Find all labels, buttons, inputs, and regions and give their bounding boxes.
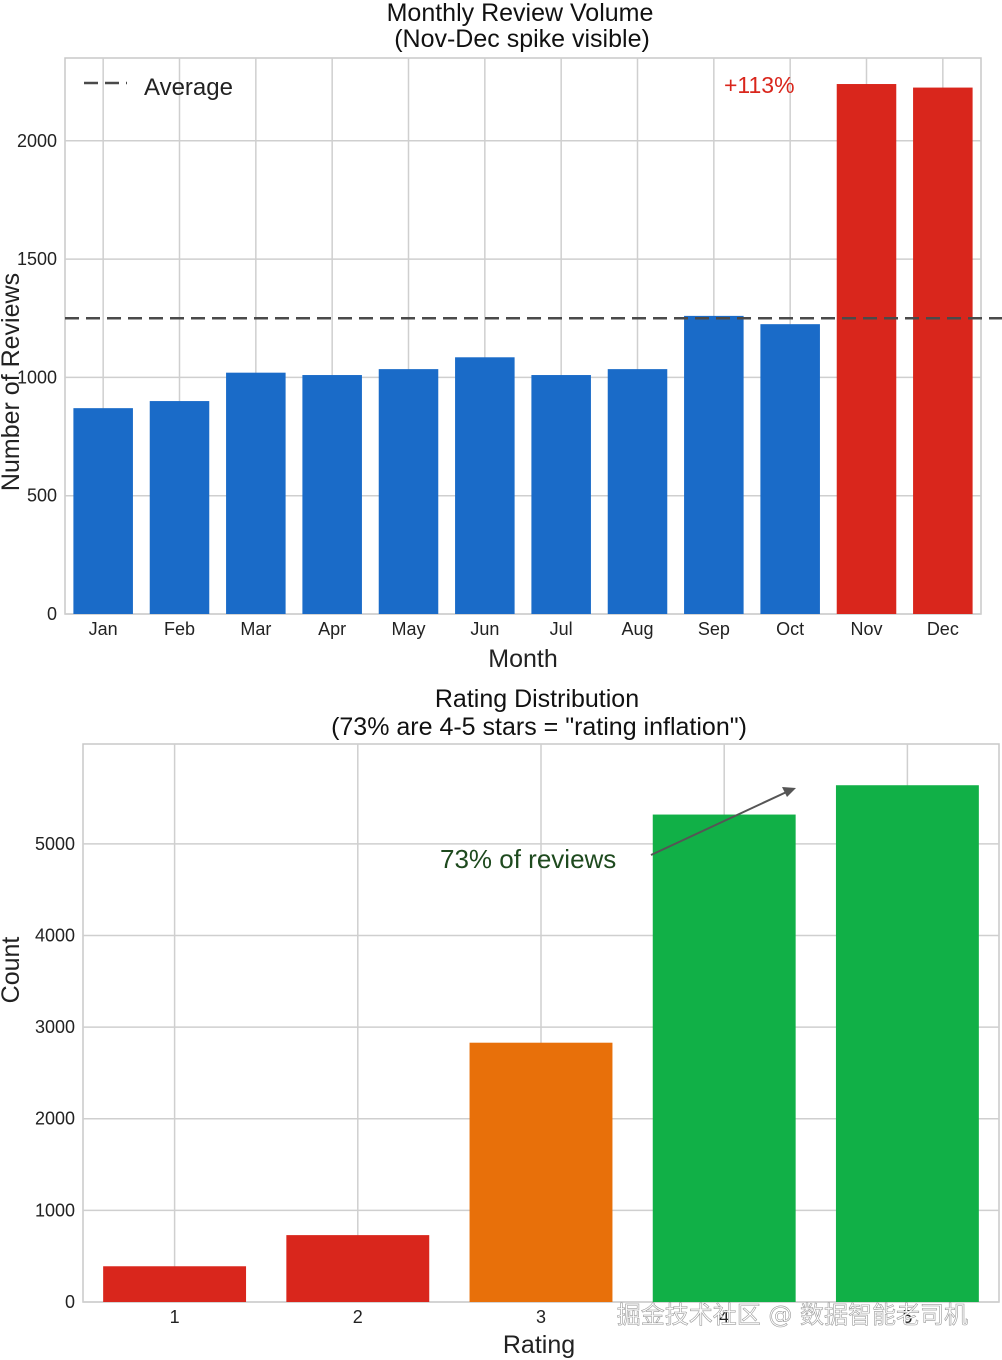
chart1-legend-label: Average	[144, 74, 233, 101]
chart2-y-axis-label: Count	[0, 937, 25, 1004]
y-tick-label: 1000	[35, 1200, 75, 1220]
x-tick-label: Jul	[550, 619, 573, 639]
bar-may	[378, 369, 439, 614]
bar-dec	[913, 87, 973, 615]
chart1-y-tick-labels: 0 500 1000 1500 2000	[17, 131, 57, 624]
bar-nov	[836, 84, 897, 615]
bar-apr	[302, 375, 362, 614]
chart2-title-line2: (73% are 4-5 stars = "rating inflation")	[331, 713, 747, 741]
bar-2	[286, 1235, 430, 1302]
bar-1	[103, 1266, 247, 1302]
x-tick-label: Nov	[850, 619, 882, 639]
x-tick-label: Mar	[240, 619, 271, 639]
chart2-y-tick-labels: 0 1000 2000 3000 4000 5000	[35, 834, 75, 1312]
y-tick-label: 1500	[17, 249, 57, 269]
chart2-arrow-head	[782, 787, 796, 797]
bar-3	[469, 1042, 613, 1302]
chart-rating-distribution: Rating Distribution (73% are 4-5 stars =…	[0, 685, 1000, 1359]
chart1-bars	[73, 84, 973, 615]
chart2-annotation: 73% of reviews	[440, 844, 616, 874]
chart2-bars	[103, 785, 979, 1302]
bar-feb	[149, 401, 210, 614]
chart1-x-axis-label: Month	[488, 645, 557, 673]
chart1-title-line2: (Nov-Dec spike visible)	[394, 25, 650, 53]
chart1-x-tick-labels: Jan Feb Mar Apr May Jun Jul Aug Sep Oct Nov Dec	[89, 619, 959, 639]
x-tick-label: Oct	[776, 619, 804, 639]
y-tick-label: 0	[47, 604, 57, 624]
chart1-title-line1: Monthly Review Volume	[387, 0, 654, 27]
bar-aug	[607, 369, 668, 614]
chart-monthly-review-volume: Monthly Review Volume (Nov-Dec spike vis…	[0, 0, 1002, 673]
chart2-x-axis-label: Rating	[503, 1331, 575, 1359]
y-tick-label: 4000	[35, 925, 75, 945]
x-tick-label: Jun	[470, 619, 499, 639]
y-tick-label: 2000	[17, 131, 57, 151]
chart2-arrow-shaft	[650, 788, 794, 856]
chart1-y-axis-label: Number of Reviews	[0, 273, 25, 491]
y-tick-label: 2000	[35, 1109, 75, 1129]
x-tick-label: May	[391, 619, 425, 639]
x-tick-label: Feb	[164, 619, 195, 639]
chart1-plot-area	[64, 57, 982, 615]
x-tick-label: Aug	[621, 619, 653, 639]
y-tick-label: 5000	[35, 834, 75, 854]
bar-oct	[760, 324, 820, 614]
bar-jul	[531, 375, 591, 614]
chart1-annotation: +113%	[724, 72, 795, 98]
x-tick-label: Dec	[927, 619, 959, 639]
bar-mar	[226, 372, 286, 614]
bar-4	[652, 814, 796, 1302]
chart2-x-tick-labels: 1 2 3 4 5	[170, 1307, 913, 1327]
x-tick-label: Jan	[89, 619, 118, 639]
y-tick-label: 0	[65, 1292, 75, 1312]
bar-jan	[73, 408, 133, 614]
chart2-annotation-arrow	[650, 787, 796, 856]
y-tick-label: 500	[27, 486, 57, 506]
bar-sep	[684, 315, 744, 614]
x-tick-label: 2	[353, 1307, 363, 1327]
x-tick-label: 5	[902, 1307, 912, 1327]
x-tick-label: 1	[170, 1307, 180, 1327]
x-tick-label: Apr	[318, 619, 346, 639]
y-tick-label: 1000	[17, 367, 57, 387]
x-tick-label: 4	[719, 1307, 729, 1327]
bar-jun	[455, 357, 515, 614]
x-tick-label: Sep	[698, 619, 730, 639]
chart2-title-line1: Rating Distribution	[435, 685, 639, 713]
chart1-legend: Average	[84, 74, 233, 101]
watermark: 掘金技术社区 @ 数据智能老司机	[617, 1301, 968, 1329]
x-tick-label: 3	[536, 1307, 546, 1327]
y-tick-label: 3000	[35, 1017, 75, 1037]
bar-5	[835, 785, 979, 1302]
